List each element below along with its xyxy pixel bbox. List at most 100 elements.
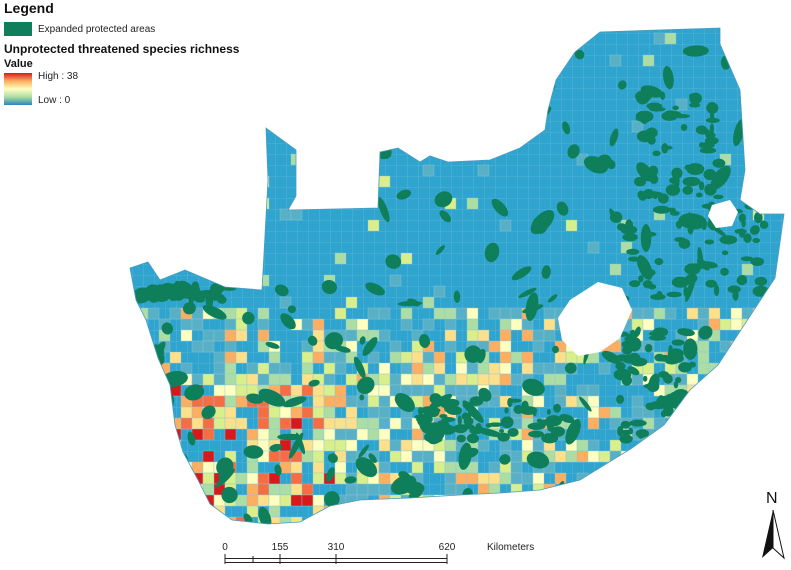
protected-area	[365, 282, 385, 296]
protected-area	[307, 335, 318, 346]
richness-cell	[631, 120, 644, 133]
richness-cell	[697, 516, 710, 524]
richness-cell	[708, 373, 721, 386]
richness-cell	[786, 385, 791, 396]
protected-area	[635, 429, 650, 438]
richness-cell	[158, 483, 171, 496]
protected-area	[435, 245, 445, 255]
protected-area	[601, 350, 621, 364]
scale-tick-0: 0	[222, 542, 228, 553]
richness-cell	[719, 494, 732, 507]
protected-area	[705, 131, 716, 139]
richness-cell	[697, 461, 710, 474]
richness-cell	[367, 76, 380, 89]
richness-cell	[268, 450, 281, 463]
richness-cell	[763, 307, 776, 320]
richness-cell	[631, 450, 644, 463]
richness-cell	[213, 417, 226, 430]
richness-cell	[213, 164, 226, 177]
richness-cell	[411, 428, 424, 441]
richness-cell	[356, 417, 369, 430]
protected-area	[362, 337, 378, 356]
protected-area	[168, 445, 177, 454]
richness-cell	[510, 483, 523, 496]
richness-cell	[312, 439, 325, 452]
richness-cell	[180, 461, 193, 474]
richness-cell	[130, 406, 138, 419]
protected-area	[704, 183, 717, 196]
richness-cell	[664, 450, 677, 463]
richness-cell	[444, 472, 457, 485]
richness-cell	[532, 329, 545, 342]
richness-cell	[708, 428, 721, 441]
richness-cell	[510, 516, 523, 524]
richness-cell	[169, 494, 182, 507]
protected-area	[215, 468, 235, 488]
protected-area	[439, 413, 448, 419]
protected-area	[641, 268, 656, 277]
richness-cell	[730, 428, 743, 441]
richness-cell	[423, 528, 434, 539]
richness-cell	[279, 98, 292, 111]
richness-cell	[356, 483, 369, 496]
richness-cell	[389, 274, 402, 287]
richness-cell	[180, 472, 193, 485]
richness-cell	[400, 252, 413, 265]
richness-cell	[500, 528, 511, 539]
richness-cell	[653, 516, 666, 524]
richness-cell	[324, 528, 335, 539]
richness-cell	[774, 373, 784, 386]
richness-cell	[532, 439, 545, 452]
protected-area	[620, 420, 631, 429]
richness-cell	[224, 417, 237, 430]
richness-cell	[786, 429, 791, 440]
richness-cell	[213, 406, 226, 419]
richness-cell	[521, 439, 534, 452]
protected-area	[708, 406, 721, 418]
richness-cell	[565, 351, 578, 364]
richness-cell	[202, 417, 215, 430]
richness-cell	[224, 395, 237, 408]
richness-cell	[742, 528, 753, 539]
protected-area	[277, 433, 303, 441]
legend-title: Legend	[4, 0, 54, 16]
richness-cell	[444, 516, 457, 524]
protected-area	[736, 275, 748, 286]
richness-cell	[510, 351, 523, 364]
richness-cell	[499, 439, 512, 452]
richness-cell	[246, 428, 259, 441]
richness-cell	[130, 318, 138, 331]
protected-area	[750, 257, 765, 266]
richness-cell	[642, 494, 655, 507]
richness-cell	[642, 318, 655, 331]
protected-area	[660, 410, 667, 418]
richness-cell	[543, 307, 556, 320]
richness-cell	[730, 395, 743, 408]
richness-cell	[268, 362, 281, 375]
protected-area	[456, 434, 466, 443]
protected-area	[497, 432, 510, 442]
richness-cell	[202, 329, 215, 342]
richness-cell	[730, 461, 743, 474]
protected-area	[683, 407, 690, 415]
richness-cell	[180, 417, 193, 430]
richness-cell	[532, 362, 545, 375]
protected-area	[269, 443, 282, 452]
protected-area	[667, 430, 685, 440]
richness-cell	[587, 241, 600, 254]
protected-area	[201, 405, 216, 420]
richness-cell	[389, 43, 402, 56]
richness-cell	[422, 373, 435, 386]
richness-cell	[587, 516, 600, 524]
richness-cell	[719, 483, 732, 496]
richness-cell	[148, 528, 159, 539]
richness-cell	[191, 417, 204, 430]
richness-cell	[312, 505, 325, 518]
richness-cell	[708, 461, 721, 474]
richness-cell	[609, 439, 622, 452]
protected-area	[609, 211, 623, 223]
legend-layer-title: Unprotected threatened species richness	[4, 42, 240, 56]
scale-tick-155: 155	[271, 542, 289, 553]
richness-cell	[147, 483, 160, 496]
protected-area	[664, 110, 676, 117]
